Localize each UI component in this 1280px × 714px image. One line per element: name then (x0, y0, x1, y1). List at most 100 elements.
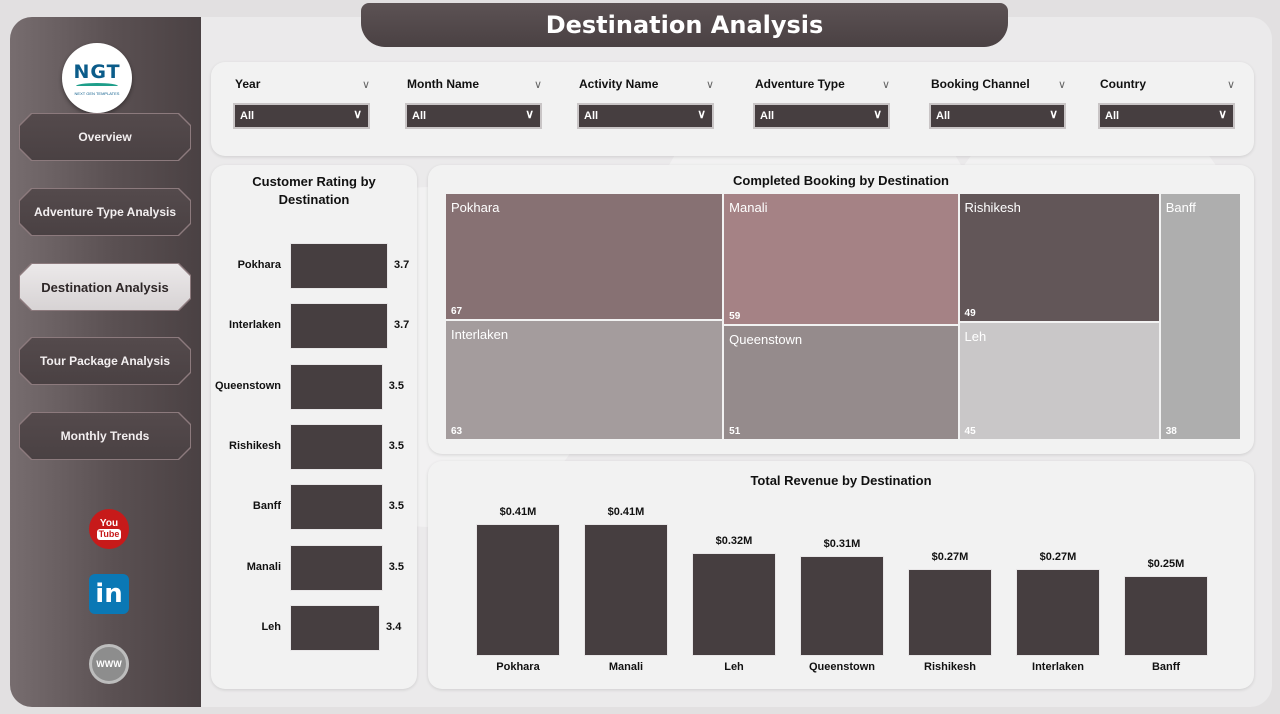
treemap-tile-value: 51 (729, 425, 741, 437)
chevron-down-icon[interactable]: ∨ (881, 79, 890, 91)
revenue-bar[interactable] (584, 524, 668, 656)
nav-button-adventure-type-analysis[interactable]: Adventure Type Analysis (20, 189, 190, 235)
rating-bar[interactable] (290, 303, 388, 350)
nav-button-monthly-trends[interactable]: Monthly Trends (20, 413, 190, 459)
rating-category-label: Queenstown (214, 379, 281, 392)
rating-value-label: 3.5 (388, 500, 404, 513)
rating-row: Banff 3.5 (211, 484, 417, 531)
filter-select[interactable]: All ∨ (753, 103, 890, 129)
treemap-tile-value: 63 (451, 425, 463, 437)
rating-bar[interactable] (290, 604, 381, 651)
treemap-tile-banff[interactable]: Banff 38 (1159, 193, 1241, 440)
rating-bar[interactable] (290, 363, 383, 410)
revenue-category-label: Pokhara (496, 661, 540, 673)
revenue-category-label: Queenstown (808, 661, 875, 673)
rating-row: Leh 3.4 (211, 604, 417, 651)
treemap-tile-value: 49 (964, 307, 976, 319)
dropdown-arrow-icon[interactable]: ∨ (697, 107, 706, 121)
treemap-tile-label: Rishikesh (964, 200, 1021, 215)
rating-bar[interactable] (290, 544, 383, 591)
rating-row: Queenstown 3.5 (211, 363, 417, 410)
filter-label: Booking Channel (931, 77, 1030, 91)
dropdown-arrow-icon[interactable]: ∨ (353, 107, 362, 121)
revenue-data-label: $0.27M (931, 551, 969, 564)
filter-value: All (1105, 110, 1120, 122)
logo-subtext: NEXT GEN TEMPLATES (74, 91, 120, 96)
chevron-down-icon[interactable]: ∨ (361, 79, 370, 91)
filter-adventure-type: Adventure Type ∨ All ∨ (753, 77, 890, 129)
revenue-bar[interactable] (908, 569, 992, 656)
youtube-icon[interactable]: You Tube (88, 508, 130, 550)
nav-button-overview[interactable]: Overview (20, 114, 190, 160)
filter-panel: Year ∨ All ∨ Month Name ∨ All ∨ Activity Name ∨ Al… (211, 62, 1254, 156)
nav-button-destination-analysis[interactable]: Destination Analysis (20, 264, 190, 310)
revenue-category-label: Banff (1151, 661, 1181, 673)
rating-value-label: 3.5 (388, 379, 404, 392)
chevron-down-icon[interactable]: ∨ (1057, 79, 1066, 91)
revenue-bar[interactable] (800, 556, 884, 656)
dropdown-arrow-icon[interactable]: ∨ (1218, 107, 1227, 121)
logo-text: NGT (73, 61, 121, 83)
filter-select[interactable]: All ∨ (1098, 103, 1235, 129)
filter-value: All (760, 110, 775, 122)
treemap-tile-label: Leh (964, 328, 987, 344)
filter-label: Month Name (407, 77, 479, 91)
logo-swoosh-icon (76, 83, 118, 89)
treemap-tile-leh[interactable]: Leh 45 (958, 321, 1160, 440)
treemap-tile-pokhara[interactable]: Pokhara 67 (445, 193, 724, 321)
filter-select[interactable]: All ∨ (577, 103, 714, 129)
filter-value: All (584, 110, 599, 122)
rating-value-label: 3.5 (388, 439, 404, 452)
revenue-bar[interactable] (692, 552, 776, 656)
treemap-tile-value: 67 (451, 306, 463, 318)
treemap-tile-rishikesh[interactable]: Rishikesh 49 (958, 193, 1160, 322)
rating-category-label: Leh (261, 620, 281, 633)
chevron-down-icon[interactable]: ∨ (705, 79, 714, 91)
filter-select[interactable]: All ∨ (405, 103, 542, 129)
revenue-bar[interactable] (476, 524, 560, 656)
treemap-tile-label: Queenstown (729, 332, 803, 348)
revenue-data-label: $0.41M (499, 506, 537, 518)
chevron-down-icon[interactable]: ∨ (1226, 79, 1235, 91)
revenue-bar[interactable] (1016, 569, 1100, 656)
chevron-down-icon[interactable]: ∨ (533, 79, 542, 91)
dropdown-arrow-icon[interactable]: ∨ (873, 107, 882, 121)
treemap-tile-label: Manali (729, 200, 768, 215)
filter-select[interactable]: All ∨ (929, 103, 1066, 129)
treemap-tile-manali[interactable]: Manali 59 (723, 193, 959, 326)
rating-category-label: Rishikesh (229, 439, 281, 452)
nav-button-tour-package-analysis[interactable]: Tour Package Analysis (20, 338, 190, 384)
page-title: Destination Analysis (361, 3, 1008, 47)
rating-value-label: 3.5 (388, 560, 404, 573)
dropdown-arrow-icon[interactable]: ∨ (1049, 107, 1058, 121)
rating-category-label: Interlaken (229, 319, 281, 332)
revenue-bar[interactable] (1124, 575, 1208, 656)
treemap-tile-value: 38 (1165, 426, 1177, 437)
revenue-category-label: Manali (608, 661, 644, 673)
treemap-tile-interlaken[interactable]: Interlaken 63 (445, 320, 724, 440)
filter-label: Country (1100, 77, 1146, 91)
treemap-tile-label: Pokhara (451, 200, 500, 215)
revenue-data-label: $0.31M (823, 538, 861, 551)
revenue-data-label: $0.32M (715, 534, 753, 547)
rating-bar[interactable] (290, 243, 388, 289)
rating-chart-title: Customer Rating by Destination (252, 174, 376, 207)
dropdown-arrow-icon[interactable]: ∨ (525, 107, 534, 121)
linkedin-icon[interactable]: in (88, 573, 130, 615)
ngt-logo: NGT NEXT GEN TEMPLATES (62, 43, 132, 113)
rating-category-label: Pokhara (237, 259, 281, 271)
rating-bar[interactable] (290, 423, 383, 470)
filter-select[interactable]: All ∨ (233, 103, 370, 129)
treemap-tile-label: Banff (1165, 200, 1196, 215)
youtube-tube-text: Tube (96, 529, 122, 540)
revenue-chart-title: Total Revenue by Destination (750, 473, 932, 488)
rating-bar[interactable] (290, 484, 383, 531)
treemap-tile-value: 45 (964, 425, 976, 437)
website-text: WWW (89, 644, 129, 684)
treemap-tile-queenstown[interactable]: Queenstown 51 (723, 325, 959, 440)
linkedin-text: in (89, 574, 129, 614)
treemap-tile-value: 59 (729, 311, 741, 323)
website-globe-icon[interactable]: WWW (88, 643, 130, 685)
filter-value: All (240, 110, 255, 122)
filter-value: All (412, 110, 427, 122)
